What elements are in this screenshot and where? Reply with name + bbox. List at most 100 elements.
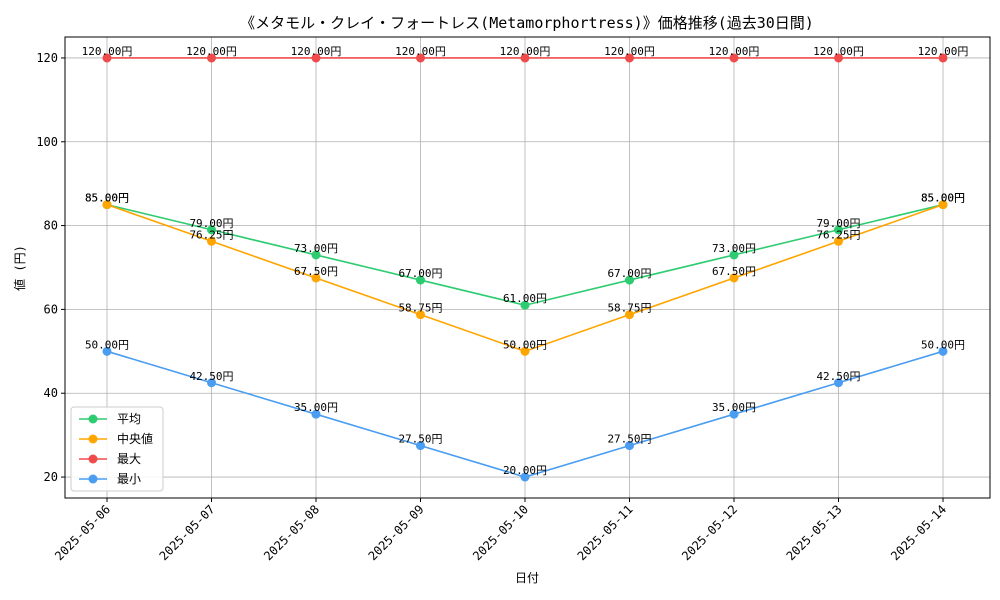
chart-title: 《メタモル・クレイ・フォートレス(Metamorphortress)》価格推移(…	[240, 14, 814, 32]
data-label: 50.00円	[85, 338, 129, 351]
data-label: 67.50円	[294, 265, 338, 278]
data-point	[416, 53, 425, 63]
data-label: 85.00円	[921, 192, 965, 205]
series-1	[102, 200, 948, 356]
legend-marker	[88, 434, 98, 444]
data-label: 20.00円	[503, 464, 547, 477]
data-label: 35.00円	[294, 401, 338, 414]
x-tick-label: 2025-05-09	[366, 502, 427, 563]
data-point	[625, 53, 634, 63]
data-point	[207, 236, 216, 246]
data-point	[938, 200, 948, 210]
legend-marker	[88, 454, 98, 464]
data-label: 120.00円	[918, 45, 969, 58]
data-point	[729, 53, 739, 63]
data-label: 42.50円	[189, 370, 233, 383]
data-label: 120.00円	[186, 45, 237, 58]
data-label: 85.00円	[921, 192, 965, 205]
data-label: 50.00円	[921, 338, 965, 351]
legend-label: 中央値	[117, 431, 153, 446]
y-tick-label: 20	[44, 470, 58, 484]
data-label: 58.75円	[398, 302, 442, 315]
y-axis-label: 値 (円)	[12, 245, 27, 291]
axis-ticks: 2025-05-06 2025-05-07 2025-05-08 2025-05-09…	[36, 51, 949, 563]
data-point	[102, 346, 112, 356]
plot-frame	[64, 36, 991, 499]
data-point	[729, 273, 739, 283]
data-label: 27.50円	[398, 433, 442, 446]
data-point	[207, 53, 216, 63]
data-point	[416, 310, 425, 320]
data-label: 120.00円	[395, 45, 446, 58]
data-point	[834, 225, 843, 235]
data-label: 120.00円	[709, 45, 760, 58]
data-label: 120.00円	[291, 45, 342, 58]
data-point	[520, 53, 530, 63]
series-3	[102, 346, 948, 482]
data-point	[625, 441, 634, 451]
y-tick-label: 80	[44, 219, 58, 233]
legend-item: 平均	[79, 412, 141, 426]
data-labels: 85.00円 79.00円 73.00円 67.00円 61.00円 67.00円 73.0…	[82, 45, 969, 477]
data-label: 120.00円	[500, 45, 551, 58]
data-label: 85.00円	[85, 192, 129, 205]
legend-marker	[88, 474, 98, 484]
series-2	[102, 53, 948, 63]
data-point	[938, 346, 948, 356]
data-label: 67.00円	[398, 267, 442, 280]
data-point	[311, 53, 321, 63]
grid	[65, 37, 990, 498]
x-tick-label: 2025-05-12	[679, 502, 740, 563]
x-tick-label: 2025-05-13	[784, 502, 845, 563]
legend-item: 最小	[79, 472, 141, 486]
x-tick-label: 2025-05-08	[261, 502, 322, 563]
data-point	[625, 310, 634, 320]
data-label: 76.25円	[189, 228, 233, 241]
data-label: 79.00円	[189, 217, 233, 230]
data-point	[416, 275, 425, 285]
legend-box	[70, 406, 164, 492]
data-point	[102, 200, 112, 210]
x-tick-label: 2025-05-11	[575, 502, 636, 563]
data-label: 79.00円	[816, 217, 860, 230]
x-axis-label: 日付	[515, 571, 539, 585]
data-point	[520, 346, 530, 356]
y-tick-label: 120	[36, 51, 58, 65]
data-point	[207, 378, 216, 388]
legend-label: 最大	[117, 452, 141, 466]
data-point	[834, 53, 843, 63]
data-label: 120.00円	[604, 45, 655, 58]
y-tick-label: 40	[44, 386, 58, 400]
data-label: 73.00円	[712, 242, 756, 255]
x-tick-label: 2025-05-07	[157, 502, 218, 563]
data-label: 50.00円	[503, 338, 547, 351]
y-tick-label: 100	[36, 135, 58, 149]
legend-label: 最小	[117, 472, 141, 486]
legend-marker	[88, 414, 98, 424]
data-point	[416, 441, 425, 451]
data-point	[520, 472, 530, 482]
x-tick-label: 2025-05-06	[52, 502, 113, 563]
data-label: 61.00円	[503, 292, 547, 305]
data-label: 42.50円	[816, 370, 860, 383]
data-label: 67.00円	[607, 267, 651, 280]
data-point	[102, 53, 112, 63]
data-point	[311, 273, 321, 283]
data-point	[834, 236, 843, 246]
data-point	[729, 250, 739, 260]
data-label: 58.75円	[607, 302, 651, 315]
data-point	[207, 225, 216, 235]
data-point	[625, 275, 634, 285]
series-layer	[102, 53, 948, 482]
data-label: 35.00円	[712, 401, 756, 414]
x-tick-label: 2025-05-14	[888, 502, 949, 563]
x-tick-label: 2025-05-10	[470, 502, 531, 563]
data-label: 85.00円	[85, 192, 129, 205]
data-point	[834, 378, 843, 388]
data-label: 73.00円	[294, 242, 338, 255]
data-point	[311, 409, 321, 419]
data-label: 120.00円	[813, 45, 864, 58]
legend-item: 中央値	[79, 431, 153, 446]
